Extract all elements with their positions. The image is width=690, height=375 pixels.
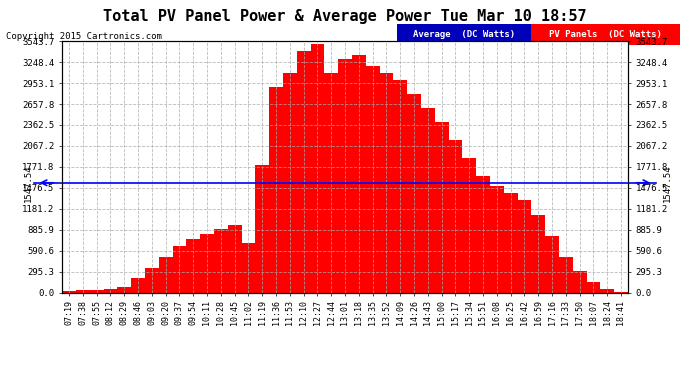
Bar [159,257,172,292]
Bar [324,73,338,292]
Bar [545,236,559,292]
Bar [228,225,242,292]
Bar [131,278,145,292]
Bar [531,214,545,292]
Bar [352,55,366,292]
Bar [241,243,255,292]
Bar [600,289,614,292]
Bar [214,229,228,292]
Bar [255,165,269,292]
Bar [172,246,186,292]
Text: PV Panels  (DC Watts): PV Panels (DC Watts) [549,30,662,39]
Text: 1547.54: 1547.54 [23,164,32,202]
Text: Copyright 2015 Cartronics.com: Copyright 2015 Cartronics.com [6,32,161,41]
Bar [393,80,407,292]
Bar [559,257,573,292]
Bar [476,176,490,292]
Bar [76,290,90,292]
Bar [269,87,283,292]
Bar [297,51,310,292]
Text: 1547.54: 1547.54 [663,164,672,202]
Bar [283,73,297,292]
Text: Average  (DC Watts): Average (DC Watts) [413,30,515,39]
Bar [462,158,476,292]
Bar [145,268,159,292]
Text: Total PV Panel Power & Average Power Tue Mar 10 18:57: Total PV Panel Power & Average Power Tue… [104,9,586,24]
Bar [586,282,600,292]
Bar [421,108,435,292]
Bar [380,73,393,292]
Bar [90,290,104,292]
Bar [338,58,352,292]
Bar [117,287,131,292]
Bar [62,291,76,292]
Bar [504,193,518,292]
Bar [366,66,380,292]
Bar [435,122,448,292]
Bar [104,289,117,292]
Bar [186,239,200,292]
Bar [573,271,586,292]
Bar [448,140,462,292]
Bar [407,94,421,292]
Bar [310,44,324,292]
Bar [200,234,214,292]
Bar [490,186,504,292]
Bar [518,200,531,292]
